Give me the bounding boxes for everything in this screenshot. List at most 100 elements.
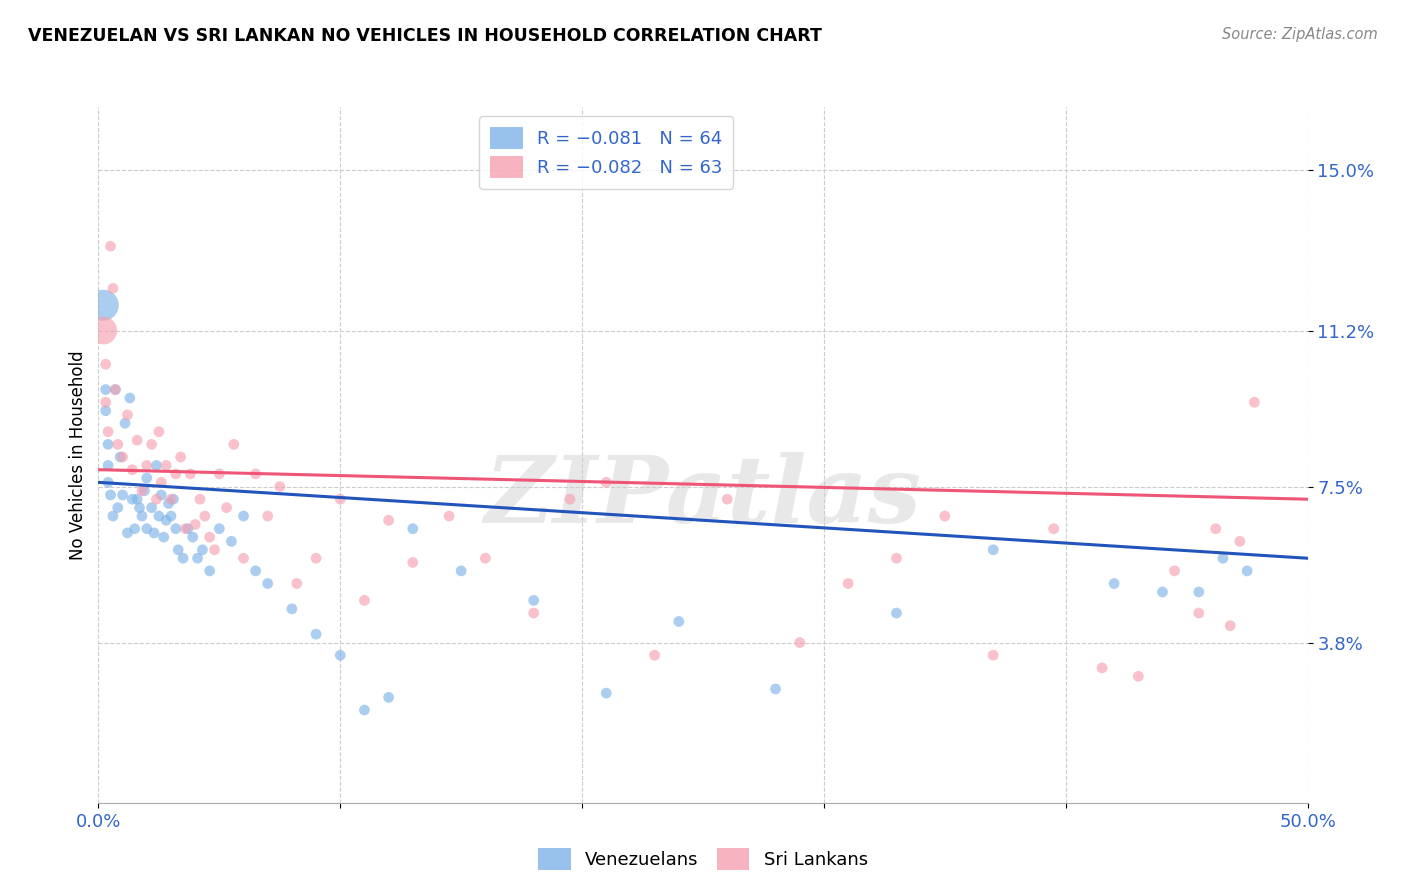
Point (232, 551, 254, 566)
Point (167, 542, 190, 557)
Point (107, 437, 129, 451)
Point (97, 425, 120, 439)
Point (981, 648, 1004, 663)
Text: VENEZUELAN VS SRI LANKAN NO VEHICLES IN HOUSEHOLD CORRELATION CHART: VENEZUELAN VS SRI LANKAN NO VEHICLES IN … (28, 27, 823, 45)
Point (208, 467, 231, 481)
Point (160, 509, 183, 524)
Point (198, 564, 221, 578)
Point (107, 500, 129, 515)
Point (789, 635, 811, 649)
Point (402, 556, 425, 570)
Point (558, 492, 581, 507)
Point (111, 488, 134, 502)
Point (377, 690, 399, 705)
Point (269, 479, 291, 493)
Point (165, 467, 187, 481)
Point (232, 509, 254, 524)
Point (450, 564, 472, 578)
Point (94, 383, 117, 397)
Point (1212, 551, 1234, 566)
Point (169, 450, 191, 464)
Point (135, 458, 157, 473)
Point (162, 492, 184, 507)
Point (1091, 661, 1114, 675)
Point (208, 522, 231, 536)
Point (1042, 522, 1064, 536)
Point (329, 648, 352, 663)
Point (1163, 564, 1185, 578)
Point (101, 281, 124, 295)
Point (148, 425, 170, 439)
Point (222, 437, 245, 451)
Point (305, 551, 328, 566)
Point (285, 576, 308, 591)
Point (1102, 576, 1125, 591)
Y-axis label: No Vehicles in Household: No Vehicles in Household (69, 350, 87, 560)
Point (595, 686, 617, 700)
Point (131, 509, 153, 524)
Point (181, 530, 204, 544)
Point (100, 488, 122, 502)
Point (523, 606, 546, 620)
Point (100, 239, 122, 253)
Point (111, 450, 134, 464)
Point (1219, 618, 1241, 632)
Point (256, 576, 278, 591)
Point (184, 517, 207, 532)
Point (765, 681, 787, 696)
Text: Source: ZipAtlas.com: Source: ZipAtlas.com (1222, 27, 1378, 42)
Point (124, 522, 146, 536)
Point (155, 458, 177, 473)
Point (179, 467, 201, 481)
Point (1229, 534, 1251, 549)
Point (145, 492, 167, 507)
Point (104, 383, 127, 397)
Point (150, 475, 173, 490)
Point (1152, 585, 1174, 599)
Point (402, 522, 425, 536)
Legend: Venezuelans, Sri Lankans: Venezuelans, Sri Lankans (531, 841, 875, 877)
Point (117, 525, 139, 540)
Point (134, 483, 156, 498)
Point (155, 513, 177, 527)
Point (135, 522, 157, 536)
Point (117, 408, 139, 422)
Point (377, 513, 399, 527)
Point (157, 496, 180, 510)
Point (97, 437, 120, 451)
Point (329, 492, 352, 507)
Point (148, 509, 170, 524)
Point (160, 492, 183, 507)
Point (121, 463, 143, 477)
Point (141, 500, 163, 515)
Point (172, 551, 194, 566)
Point (94, 357, 117, 371)
Point (127, 492, 149, 507)
Point (188, 492, 211, 507)
Point (104, 383, 127, 397)
Point (97, 475, 120, 490)
Point (886, 551, 908, 566)
Point (187, 551, 209, 566)
Point (152, 530, 174, 544)
Point (143, 525, 166, 540)
Point (281, 602, 304, 616)
Point (215, 500, 238, 515)
Point (595, 475, 617, 490)
Point (716, 492, 738, 507)
Point (353, 703, 375, 717)
Point (1236, 564, 1258, 578)
Point (108, 450, 131, 464)
Point (886, 606, 908, 620)
Point (101, 509, 124, 524)
Point (353, 593, 375, 607)
Point (118, 391, 141, 405)
Text: ZIPatlas: ZIPatlas (485, 451, 921, 541)
Point (204, 542, 226, 557)
Point (221, 534, 243, 549)
Point (1243, 395, 1265, 409)
Point (644, 648, 666, 663)
Point (198, 530, 221, 544)
Point (668, 615, 690, 629)
Point (1205, 522, 1227, 536)
